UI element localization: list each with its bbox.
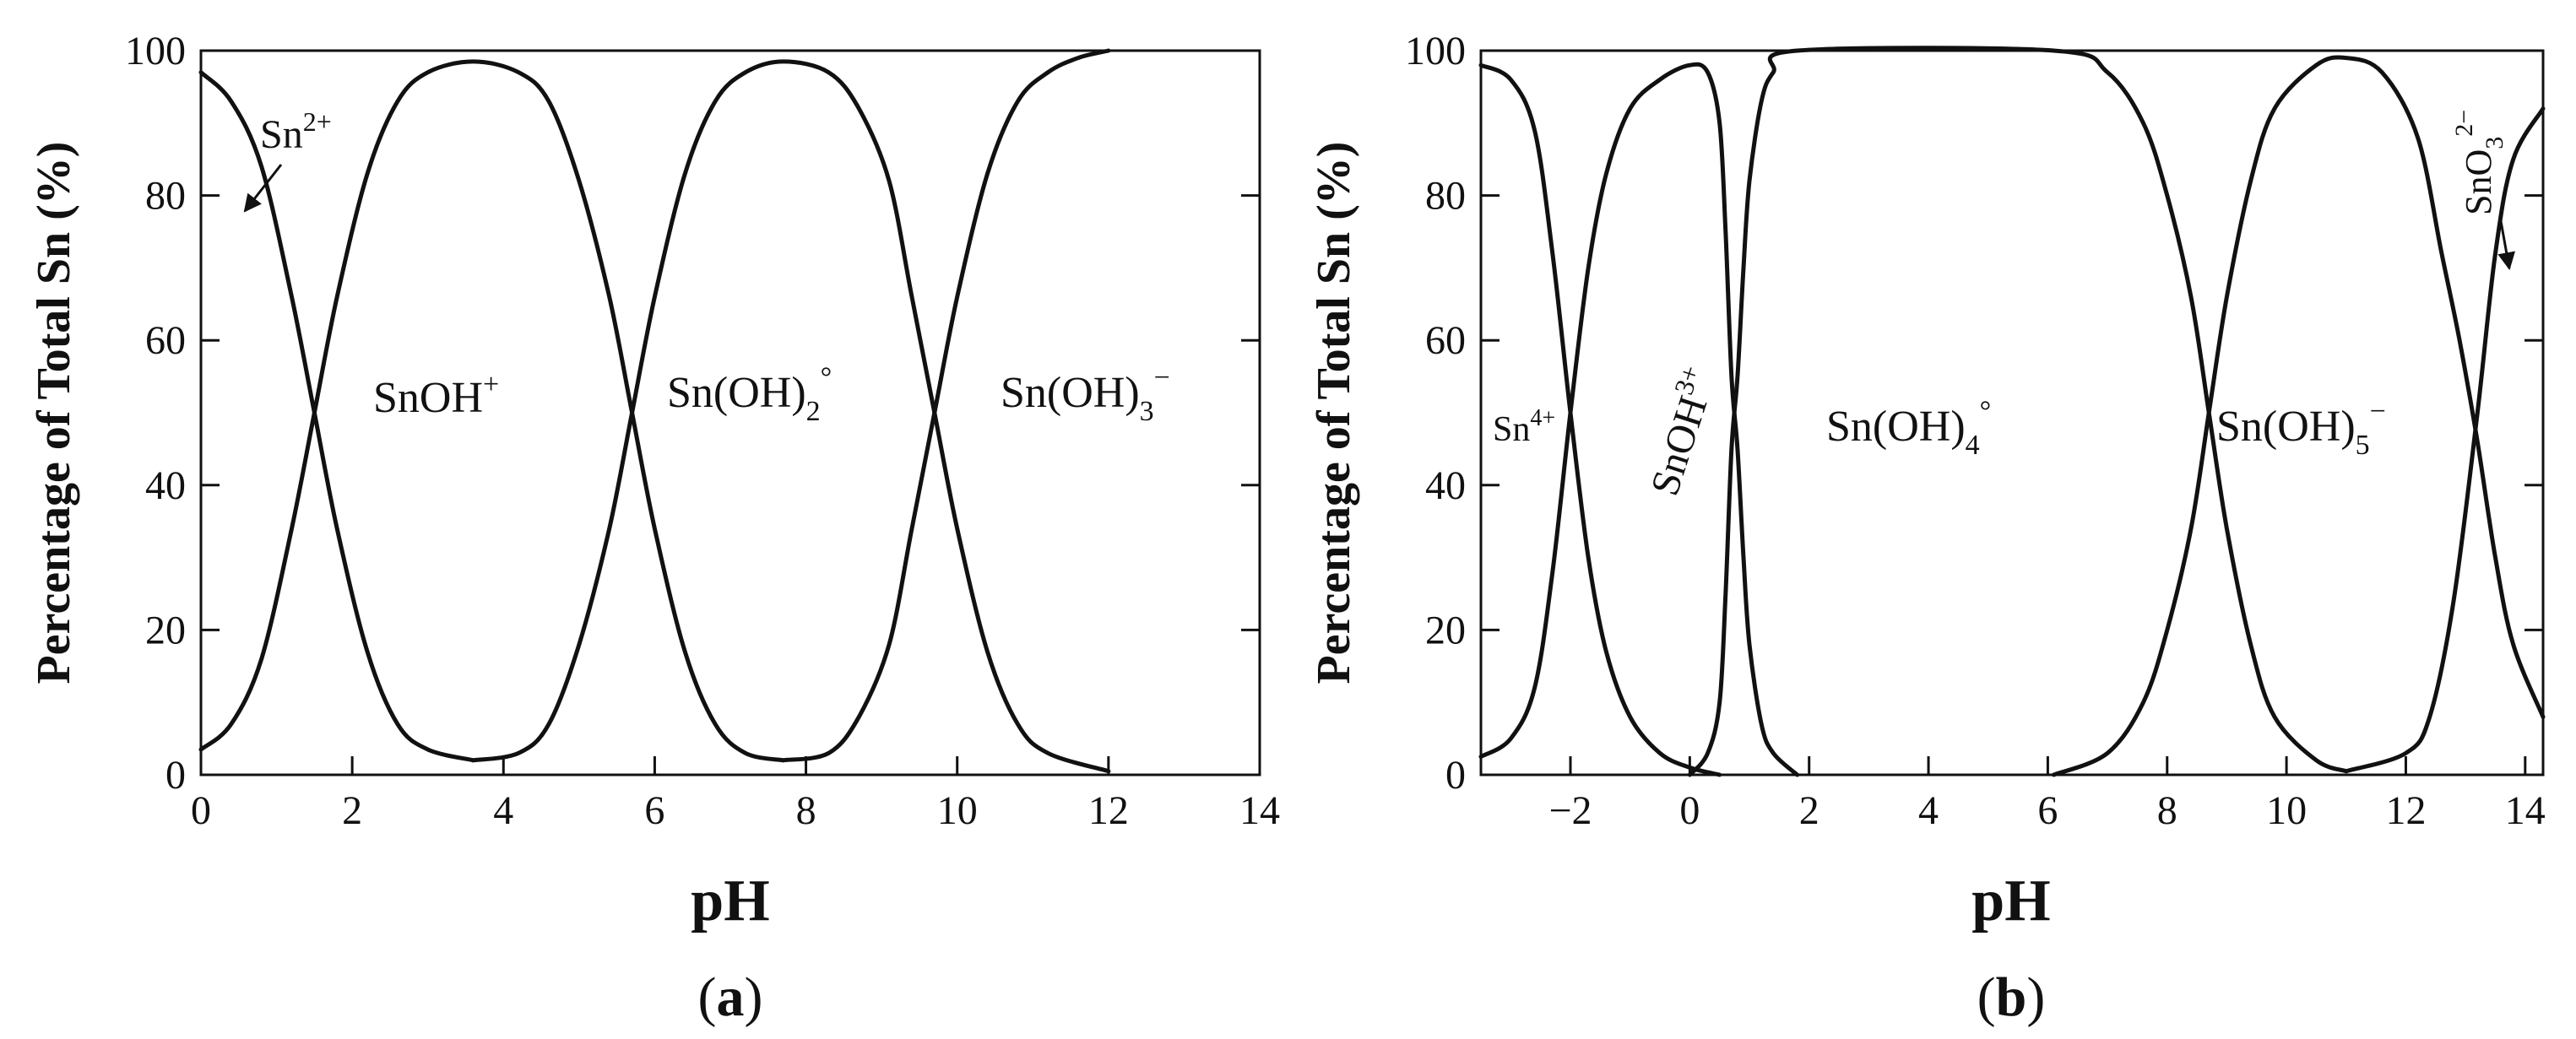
x-tick-label-a: 0 [191,788,211,833]
x-tick-label-b: −2 [1548,788,1592,833]
x-tick-label-a: 6 [644,788,664,833]
label-snoh3p-b: SnOH3+ [1636,361,1725,501]
x-tick-label-a: 2 [342,788,362,833]
x-tick-label-a: 8 [796,788,816,833]
series-line-b-1 [1478,62,1800,777]
label-snoh4-b: Sn(OH)4° [1826,396,1991,461]
series-line-b-3 [2052,55,2546,777]
x-tick-label-a: 10 [937,788,978,833]
x-axis-title-b: pH [1971,869,2050,933]
label-sno3-b: SnO32− [2450,110,2508,215]
y-tick-label-a: 20 [145,608,186,652]
ticks-a: 0 2 4 6 8 10 12 14 0 20 40 60 80 100 [125,29,1280,833]
series-line-a-2 [471,59,1111,774]
y-tick-label-b: 60 [1425,318,1466,363]
y-axis-title-b: Percentage of Total Sn (%) [1308,142,1360,685]
y-tick-label-a: 100 [125,29,186,73]
x-tick-label-a: 12 [1088,788,1129,833]
label-snoh5-b: Sn(OH)5− [2216,396,2386,461]
y-tick-label-a: 80 [145,174,186,219]
y-tick-label-a: 60 [145,318,186,363]
series-line-a-3 [781,48,1111,763]
ticks-b: −2 0 2 4 6 8 10 12 14 0 20 40 60 80 100 [1405,29,2546,833]
x-tick-label-b: 4 [1918,788,1939,833]
arrow-sn2-a [243,164,283,213]
x-tick-label-b: 12 [2385,788,2426,833]
curves-a [198,48,1111,774]
x-tick-label-b: 2 [1799,788,1819,833]
panel-label-b: (b) [1977,966,2046,1028]
label-snoh-a: SnOH+ [373,369,499,422]
y-tick-label-b: 0 [1445,753,1466,798]
x-tick-label-b: 8 [2157,788,2177,833]
x-tick-label-b: 6 [2037,788,2058,833]
plot-frame-a [199,49,1261,777]
arrow-sno3-b [2497,220,2516,271]
series-line-a-1 [198,59,786,763]
label-snoh2-a: Sn(OH)2° [667,362,832,427]
series-line-a-0 [198,70,475,763]
panel-label-a: (a) [698,966,763,1028]
x-tick-label-b: 14 [2505,788,2546,833]
x-tick-label-a: 14 [1239,788,1280,833]
label-snoh3-a: Sn(OH)3− [1001,362,1170,427]
y-tick-label-a: 0 [165,753,186,798]
y-tick-label-b: 100 [1405,29,1466,73]
x-axis-title-a: pH [691,869,769,933]
x-tick-label-b: 10 [2266,788,2307,833]
chart-panel-a: 0 2 4 6 8 10 12 14 0 20 40 60 80 100 Percentage of To… [28,29,1280,1028]
y-axis-title-a: Percentage of Total Sn (%) [28,142,80,685]
curves-b [1478,46,2546,777]
series-line-b-4 [2344,106,2546,774]
x-tick-label-b: 0 [1679,788,1700,833]
y-tick-label-b: 80 [1425,174,1466,219]
chart-panel-b: −2 0 2 4 6 8 10 12 14 0 20 40 60 80 100 Percentage of … [1308,29,2546,1028]
x-tick-label-a: 4 [493,788,513,833]
series-line-b-2 [1687,46,2349,777]
y-tick-label-b: 40 [1425,463,1466,508]
label-sn4-b: Sn4+ [1493,405,1555,449]
label-sn2-a: Sn2+ [260,106,332,157]
y-tick-label-a: 40 [145,463,186,508]
series-line-b-0 [1478,62,1722,777]
y-tick-label-b: 20 [1425,608,1466,652]
